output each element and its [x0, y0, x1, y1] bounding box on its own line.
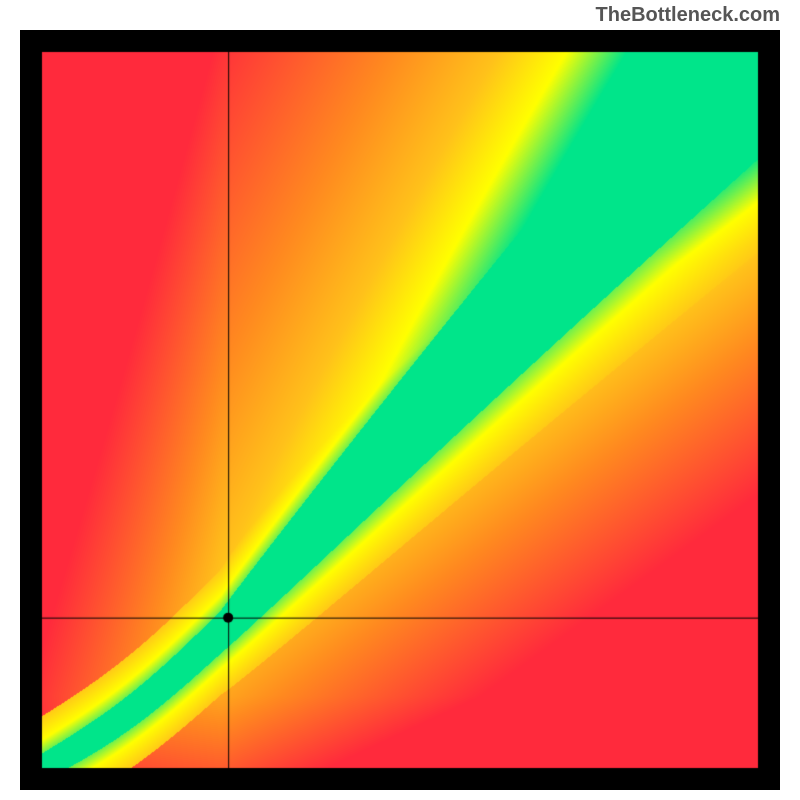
watermark-text: TheBottleneck.com	[596, 4, 780, 27]
plot-area	[20, 30, 780, 790]
chart-container: TheBottleneck.com	[0, 0, 800, 800]
heatmap-canvas	[20, 30, 780, 790]
